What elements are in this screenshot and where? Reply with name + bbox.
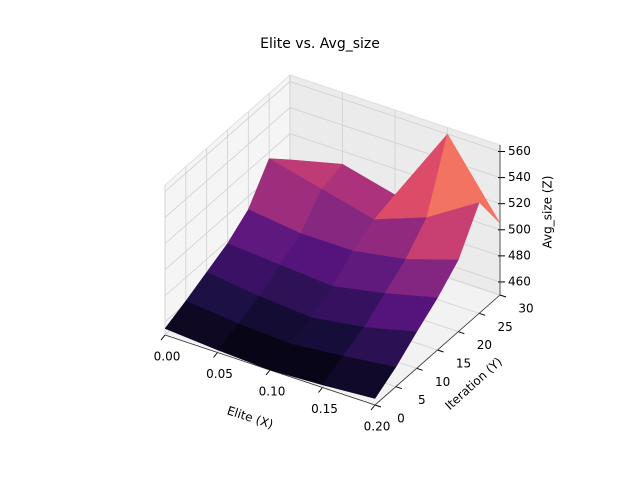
- x-tick-label: 0.05: [206, 367, 233, 381]
- y-tick-label: 25: [498, 320, 513, 334]
- z-tick-label: 540: [508, 170, 531, 184]
- surface-patch: [322, 355, 397, 399]
- y-axis-label: Iteration (Y): [442, 355, 504, 413]
- z-axis-label: Avg_size (Z): [541, 176, 555, 249]
- z-tick-label: 480: [508, 248, 531, 262]
- grid-line: [164, 107, 291, 218]
- x-axis-label: Elite (X): [225, 403, 275, 431]
- y-tick-label: 15: [456, 357, 471, 371]
- y-tick: [458, 331, 465, 335]
- z-tick-label: 500: [508, 222, 531, 236]
- y-tick-label: 10: [435, 375, 450, 389]
- y-tick: [416, 367, 423, 371]
- y-tick-label: 5: [418, 393, 426, 407]
- y-tick-label: 0: [397, 412, 405, 426]
- x-tick-label: 0.20: [364, 420, 391, 434]
- x-tick-label: 0.10: [259, 385, 286, 399]
- x-tick: [265, 369, 271, 376]
- grid-line: [289, 81, 501, 152]
- axis-line: [374, 294, 501, 406]
- z-tick-label: 520: [508, 196, 531, 210]
- x-tick: [160, 334, 166, 341]
- y-tick: [374, 404, 382, 408]
- y-tick-label: 30: [518, 302, 533, 316]
- x-tick-label: 0.15: [311, 402, 338, 416]
- x-tick: [213, 352, 218, 358]
- y-tick-label: 20: [477, 338, 492, 352]
- y-tick: [437, 349, 444, 353]
- y-tick: [395, 386, 402, 390]
- grid-line: [164, 133, 291, 244]
- x-tick: [318, 387, 323, 393]
- x-tick: [370, 404, 376, 411]
- chart-title: Elite vs. Avg_size: [260, 36, 380, 52]
- y-tick: [499, 294, 507, 298]
- z-tick-label: 460: [508, 274, 531, 288]
- grid-line: [164, 81, 291, 192]
- x-tick-label: 0.00: [154, 350, 181, 364]
- y-tick: [479, 312, 486, 316]
- z-tick-label: 560: [508, 144, 531, 158]
